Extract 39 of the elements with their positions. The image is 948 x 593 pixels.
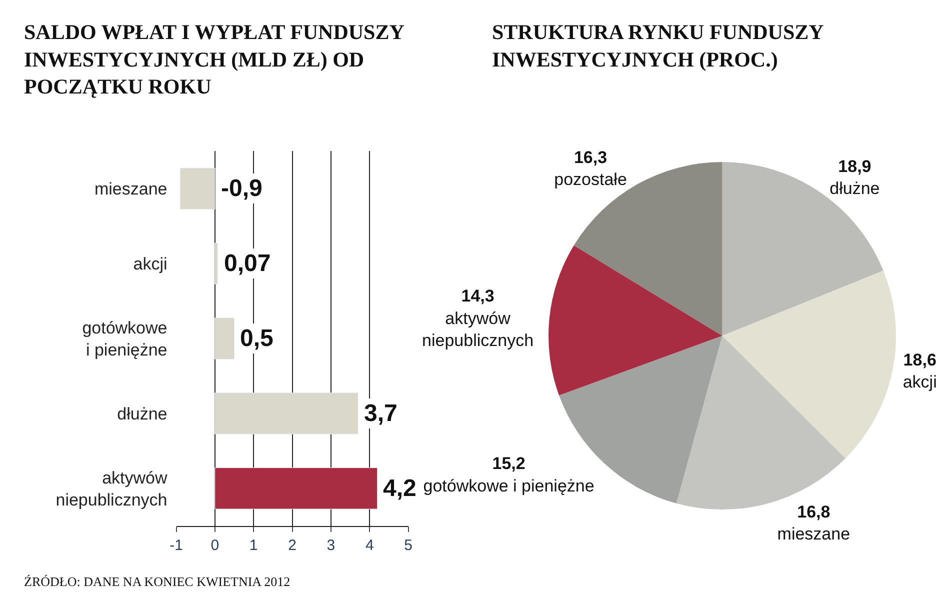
x-tick-label: 4 [365,536,374,554]
slice-label: gotówkowe i pieniężne [423,476,594,496]
data-label: 15,2 [492,454,526,474]
data-label: 14,3 [461,286,494,306]
x-tick-label: 1 [249,536,258,554]
y-tick-label: gotówkowe i pieniężne [82,318,168,360]
y-tick-label: akcji [133,254,168,274]
bar [214,392,358,434]
y-tick-label: aktywów niepublicznych [56,468,168,510]
data-label: -0,9 [221,175,262,202]
slice-label: akcji [902,372,937,392]
slice-label: aktywów niepublicznych [422,308,534,350]
data-label: 18,6 [903,350,936,370]
x-tick-label: 3 [326,536,336,554]
chart-title: SALDO WPŁAT I WYPŁAT FUNDUSZY INWESTYCYJNYCH (MLD ZŁ) OD POCZĄTKU ROKU [24,20,404,99]
x-tick-label: 2 [288,536,296,554]
slice-label: mieszane [777,524,850,544]
data-label: 0,5 [240,325,274,352]
chart-title: STRUKTURA RYNKU FUNDUSZY INWESTYCYJNYCH (PROC.) [492,20,824,72]
x-tick-label: 5 [404,536,412,554]
bar [214,318,235,360]
pie-slice [722,270,896,458]
text: ŹRÓDŁO: DANE NA KONIEC KWIETNIA 2012 [24,574,290,589]
x-tick-label: 0 [210,536,220,554]
data-label: 0,07 [224,250,271,277]
data-label: 16,3 [574,148,608,168]
pie-slice [548,245,722,396]
y-tick-label: dłużne [117,404,168,424]
data-label: 4,2 [383,475,416,502]
bar [214,242,218,284]
x-tick-label: -1 [170,536,183,554]
data-label: 18,9 [838,157,872,176]
slice-label: dłużne [830,179,880,198]
bar [214,468,378,510]
slice-label: pozostałe [554,170,627,190]
data-label: 3,7 [364,400,398,427]
bar [180,168,216,210]
y-tick-label: mieszane [94,180,168,199]
data-label: 16,8 [797,502,830,522]
